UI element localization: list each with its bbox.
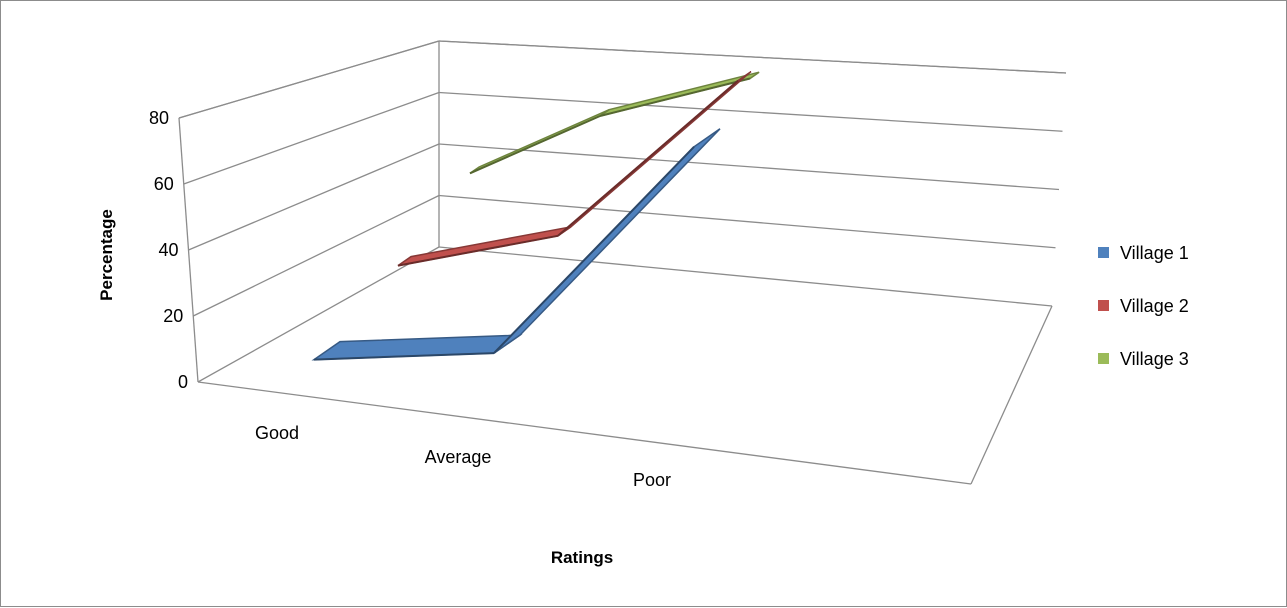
gridlines: [178, 40, 1067, 317]
series-edge: [493, 146, 695, 354]
x-category-label: Poor: [633, 470, 671, 490]
legend-swatch: [1098, 300, 1109, 311]
gridline-back: [438, 143, 1060, 191]
legend-swatch: [1098, 353, 1109, 364]
y-tick-label: 40: [158, 240, 178, 260]
legend-label: Village 3: [1120, 349, 1189, 369]
x-category-label: Good: [255, 423, 299, 443]
x-category-label: Average: [425, 447, 492, 467]
series-edge: [599, 77, 751, 117]
x-axis-line: [197, 381, 972, 485]
x-axis-title: Ratings: [551, 548, 613, 567]
y-tick-labels: 0 20 40 60 80: [149, 108, 188, 392]
x-category-labels: Good Average Poor: [255, 423, 671, 490]
floor-back-edge: [438, 246, 1053, 307]
y-tick-label: 20: [163, 306, 183, 326]
y-axis-title: Percentage: [97, 209, 116, 301]
series-edge: [313, 352, 495, 361]
gridline-back: [438, 91, 1063, 132]
series-edge: [397, 234, 559, 267]
gridline-left: [192, 194, 440, 317]
series-edge: [557, 79, 739, 237]
y-tick-label: 80: [149, 108, 169, 128]
y-tick-label: 0: [178, 372, 188, 392]
legend-swatch: [1098, 247, 1109, 258]
y-tick-label: 60: [154, 174, 174, 194]
gridline-left: [178, 40, 440, 119]
gridline-back: [438, 194, 1056, 249]
gridline-left: [188, 143, 440, 251]
floor-right-edge: [970, 305, 1053, 485]
legend-label: Village 1: [1120, 243, 1189, 263]
series-ribbons: [311, 70, 760, 361]
gridline-back: [438, 40, 1067, 74]
series-edge: [469, 115, 601, 175]
legend-label: Village 2: [1120, 296, 1189, 316]
legend: Village 1 Village 2 Village 3: [1098, 243, 1189, 369]
gridline-left: [183, 91, 440, 185]
floor-left-edge: [197, 246, 440, 383]
